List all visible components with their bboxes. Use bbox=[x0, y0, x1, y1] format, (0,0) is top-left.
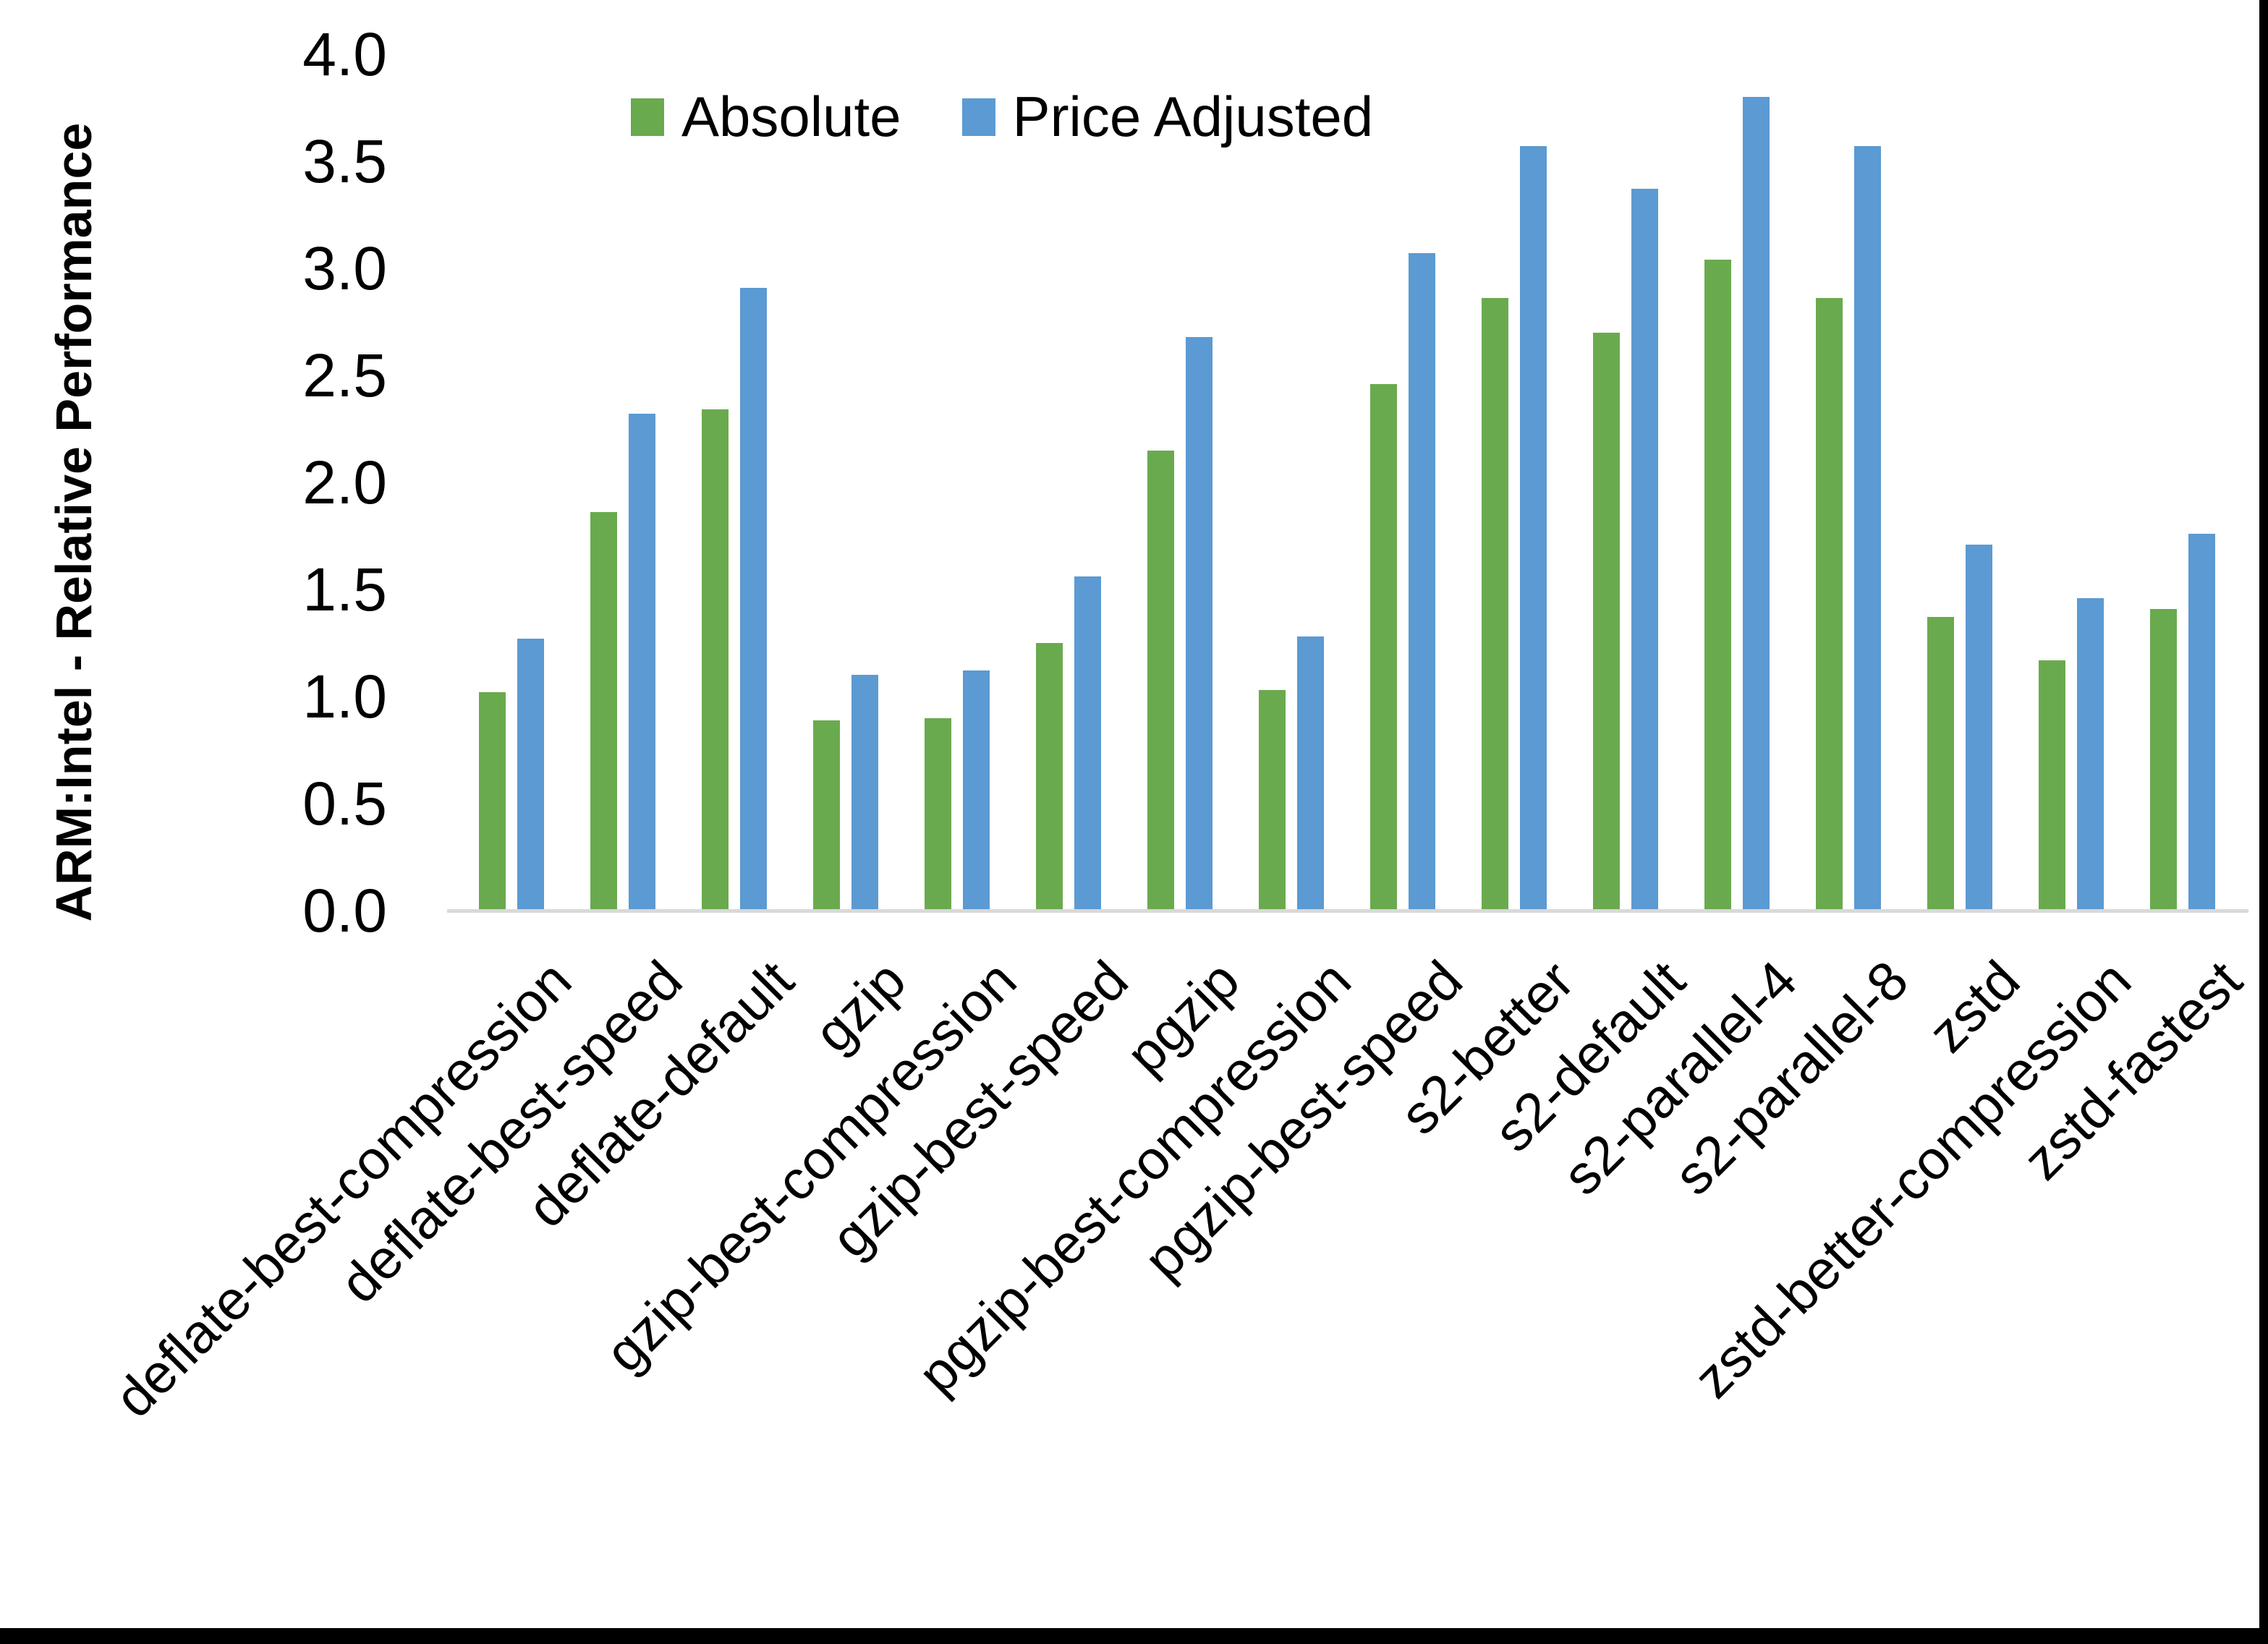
bar-absolute bbox=[590, 512, 617, 911]
legend-swatch-price-adjusted bbox=[961, 98, 995, 136]
x-axis-line bbox=[447, 909, 2248, 913]
y-tick-label: 2.5 bbox=[302, 341, 387, 409]
bar-price-adjusted bbox=[1631, 189, 1658, 911]
y-axis-title: ARM:Intel - Relative Performance bbox=[46, 122, 102, 922]
bar-absolute bbox=[702, 409, 729, 911]
bar-absolute bbox=[1704, 260, 1731, 911]
bar-price-adjusted bbox=[1409, 253, 1435, 911]
bar-price-adjusted bbox=[629, 414, 655, 911]
bar-price-adjusted bbox=[1966, 545, 1992, 911]
bar-absolute bbox=[1036, 643, 1063, 911]
bar-price-adjusted bbox=[740, 288, 767, 911]
y-tick-label: 2.0 bbox=[302, 448, 387, 516]
legend-label: Price Adjusted bbox=[1012, 85, 1374, 148]
bar-absolute bbox=[1593, 333, 1620, 911]
bar-absolute bbox=[1370, 384, 1397, 911]
x-tick-label: deflate-best-compression bbox=[103, 949, 583, 1430]
bar-absolute bbox=[813, 720, 840, 911]
legend-swatch-absolute bbox=[631, 98, 664, 136]
y-tick-label: 1.0 bbox=[302, 663, 387, 731]
legend-label: Absolute bbox=[681, 85, 901, 148]
bar-price-adjusted bbox=[1520, 146, 1547, 911]
y-tick-label: 4.0 bbox=[302, 20, 387, 88]
legend-item: Absolute bbox=[631, 84, 901, 150]
bar-absolute bbox=[2039, 660, 2065, 911]
legend: Absolute Price Adjusted bbox=[631, 84, 1373, 150]
bar-absolute bbox=[1927, 617, 1954, 911]
bar-price-adjusted bbox=[851, 675, 878, 911]
y-tick-label: 0.0 bbox=[302, 877, 387, 945]
bar-absolute bbox=[1482, 298, 1508, 911]
y-tick-label: 0.5 bbox=[302, 770, 387, 838]
bar-absolute bbox=[2150, 609, 2177, 911]
y-tick-label: 3.0 bbox=[302, 234, 387, 302]
bar-price-adjusted bbox=[1854, 146, 1881, 911]
bar-absolute bbox=[1259, 690, 1286, 911]
bar-absolute bbox=[479, 692, 506, 911]
y-tick-label: 1.5 bbox=[302, 555, 387, 623]
bar-price-adjusted bbox=[2188, 534, 2215, 911]
bar-price-adjusted bbox=[1074, 576, 1101, 911]
bar-price-adjusted bbox=[517, 639, 544, 911]
bar-price-adjusted bbox=[1186, 337, 1212, 911]
bar-price-adjusted bbox=[963, 670, 990, 911]
y-tick-label: 3.5 bbox=[302, 127, 387, 195]
bar-price-adjusted bbox=[2077, 598, 2104, 911]
bar-price-adjusted bbox=[1743, 97, 1770, 911]
bar-absolute bbox=[925, 718, 951, 911]
bar-absolute bbox=[1816, 298, 1843, 911]
legend-item: Price Adjusted bbox=[961, 84, 1374, 150]
bar-absolute bbox=[1147, 451, 1174, 911]
bar-price-adjusted bbox=[1297, 636, 1324, 911]
